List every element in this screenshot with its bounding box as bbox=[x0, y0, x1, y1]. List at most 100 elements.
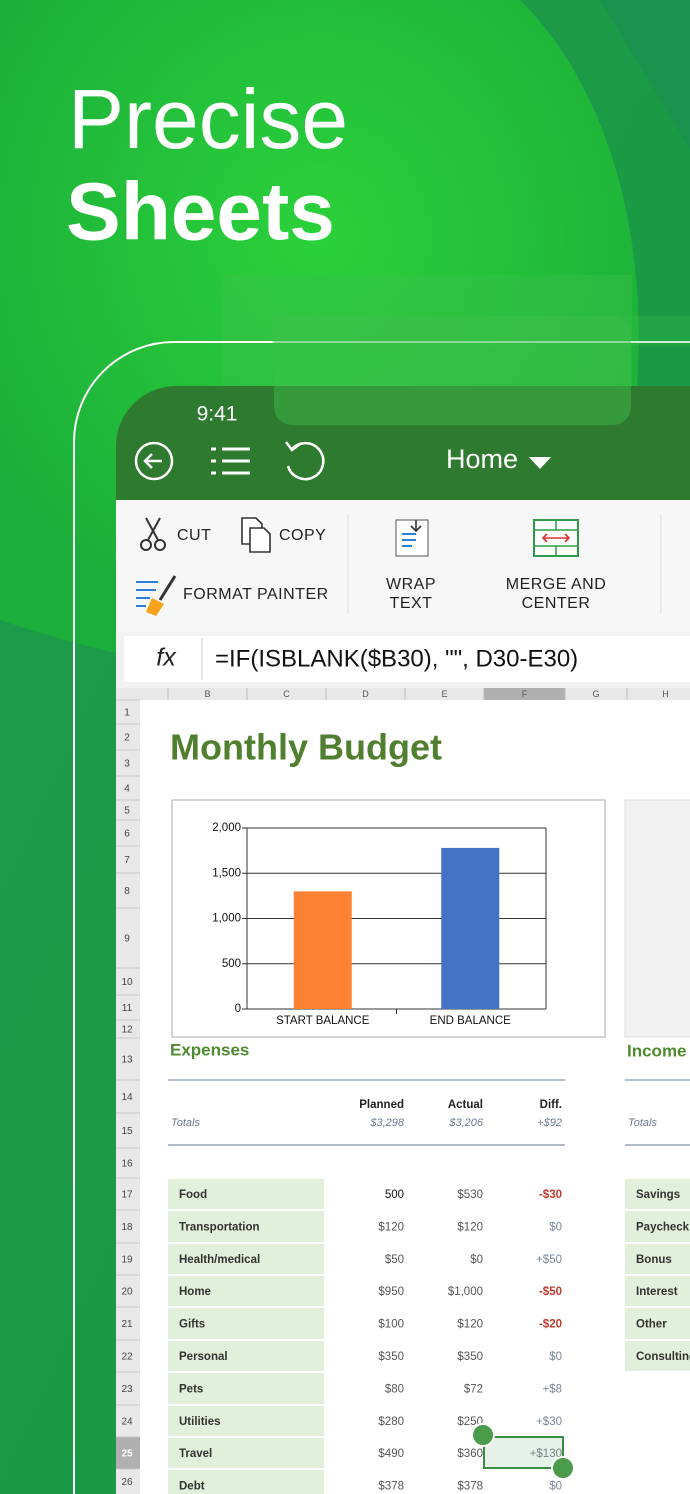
row-header: 16 bbox=[121, 1159, 133, 1170]
fx-label: fx bbox=[156, 644, 177, 672]
expense-value: +$8 bbox=[542, 1384, 562, 1396]
row-header-bar bbox=[116, 700, 140, 1494]
label-cell bbox=[625, 1308, 690, 1339]
label-cell bbox=[625, 1211, 690, 1242]
expense-value: $360 bbox=[457, 1448, 483, 1460]
row-header: 11 bbox=[122, 1003, 133, 1014]
income-label: Other bbox=[636, 1319, 667, 1331]
row-header: 23 bbox=[121, 1384, 133, 1395]
ribbon-label: CENTER bbox=[522, 595, 591, 612]
undo-button[interactable] bbox=[286, 441, 325, 481]
label-cell bbox=[168, 1341, 324, 1371]
expense-value: $0 bbox=[549, 1222, 562, 1234]
income-label: Consulting bbox=[636, 1351, 690, 1363]
expense-value: $0 bbox=[549, 1481, 562, 1493]
expense-value: $50 bbox=[385, 1254, 404, 1266]
expense-value: $120 bbox=[457, 1319, 483, 1331]
row-header: 25 bbox=[121, 1449, 133, 1460]
row-header: 14 bbox=[121, 1092, 133, 1103]
expense-value: $100 bbox=[378, 1319, 404, 1331]
totals-label: Totals bbox=[171, 1117, 200, 1129]
menu-title: Home bbox=[446, 444, 518, 474]
column-header: B bbox=[204, 689, 210, 699]
label-cell bbox=[168, 1276, 324, 1306]
label-cell bbox=[625, 1179, 690, 1209]
expense-value: $530 bbox=[457, 1189, 483, 1201]
totals-label: Totals bbox=[628, 1117, 657, 1129]
expense-label: Utilities bbox=[179, 1416, 221, 1428]
row-header: 2 bbox=[124, 733, 130, 744]
background-shape bbox=[600, 0, 690, 150]
row-header: 26 bbox=[121, 1477, 133, 1488]
column-header: H bbox=[662, 689, 669, 699]
expense-label: Gifts bbox=[179, 1319, 205, 1331]
menu-caret bbox=[529, 457, 551, 469]
sheet-title: Monthly Budget bbox=[170, 727, 442, 768]
expense-value: $0 bbox=[549, 1351, 562, 1363]
merge-center-icon bbox=[533, 519, 579, 557]
expense-value: $120 bbox=[378, 1222, 404, 1234]
expense-value: $0 bbox=[470, 1254, 483, 1266]
app-header bbox=[116, 386, 690, 500]
expense-value: $950 bbox=[378, 1286, 404, 1298]
row-header: 8 bbox=[124, 886, 130, 897]
expense-label: Pets bbox=[179, 1384, 203, 1396]
expense-value: -$30 bbox=[539, 1189, 562, 1201]
label-cell bbox=[168, 1438, 324, 1468]
expense-value: $378 bbox=[378, 1481, 404, 1493]
income-label: Interest bbox=[636, 1286, 678, 1298]
x-tick-label: END BALANCE bbox=[430, 1015, 511, 1027]
label-cell bbox=[625, 1244, 690, 1274]
y-tick-label: 1,000 bbox=[212, 913, 241, 925]
label-cell bbox=[168, 1406, 324, 1436]
row-header: 10 bbox=[121, 977, 133, 988]
formula-bar bbox=[124, 636, 690, 682]
expense-label: Transportation bbox=[179, 1222, 260, 1234]
column-header: D bbox=[362, 689, 369, 699]
row-header: 15 bbox=[121, 1126, 133, 1137]
expense-value: $1,000 bbox=[448, 1286, 483, 1298]
income-label: Savings bbox=[636, 1189, 680, 1201]
row-header: 3 bbox=[124, 759, 130, 770]
row-header: 19 bbox=[121, 1255, 133, 1266]
expense-value: 500 bbox=[385, 1189, 404, 1201]
row-header: 6 bbox=[124, 829, 130, 840]
y-tick-label: 2,000 bbox=[212, 822, 241, 834]
background-shape bbox=[274, 316, 631, 425]
row-header: 13 bbox=[121, 1055, 133, 1066]
expense-value: +$30 bbox=[536, 1416, 562, 1428]
expense-value: $350 bbox=[378, 1351, 404, 1363]
active-column-header bbox=[484, 688, 565, 700]
headline: Precise bbox=[68, 72, 348, 166]
bar bbox=[293, 891, 352, 1009]
section-title: Expenses bbox=[170, 1040, 249, 1059]
total-value: $3,298 bbox=[369, 1117, 405, 1129]
expense-value: $80 bbox=[385, 1384, 404, 1396]
app-screen: 9:41 Home CUT COPY FORMAT PAINTER WRAP TEXT MER… bbox=[116, 386, 690, 1494]
expense-value: +$130 bbox=[530, 1448, 562, 1460]
x-tick-label: START BALANCE bbox=[276, 1015, 370, 1027]
row-header: 4 bbox=[124, 784, 130, 795]
row-header: 24 bbox=[121, 1417, 133, 1428]
expense-value: $350 bbox=[457, 1351, 483, 1363]
list-button[interactable] bbox=[211, 447, 250, 475]
back-button[interactable] bbox=[134, 441, 174, 481]
row-header: 5 bbox=[124, 806, 130, 817]
expense-value: -$20 bbox=[539, 1319, 562, 1331]
expense-label: Food bbox=[179, 1189, 207, 1201]
expense-value: $280 bbox=[378, 1416, 404, 1428]
headline: Sheets bbox=[66, 167, 335, 258]
ribbon-label: MERGE AND bbox=[506, 576, 607, 593]
row-header: 18 bbox=[121, 1222, 133, 1233]
selection-handle[interactable] bbox=[551, 1456, 575, 1480]
wrap-text-icon bbox=[395, 519, 429, 557]
label-cell bbox=[168, 1373, 324, 1404]
ribbon-label: TEXT bbox=[390, 595, 433, 612]
income-label: Paycheck bbox=[636, 1222, 690, 1234]
income-label: Bonus bbox=[636, 1254, 672, 1266]
format-painter-icon bbox=[136, 575, 177, 616]
y-tick-label: 1,500 bbox=[212, 867, 241, 879]
expense-label: Travel bbox=[179, 1448, 212, 1460]
column-header: E bbox=[441, 689, 447, 699]
selection-handle[interactable] bbox=[471, 1423, 495, 1447]
